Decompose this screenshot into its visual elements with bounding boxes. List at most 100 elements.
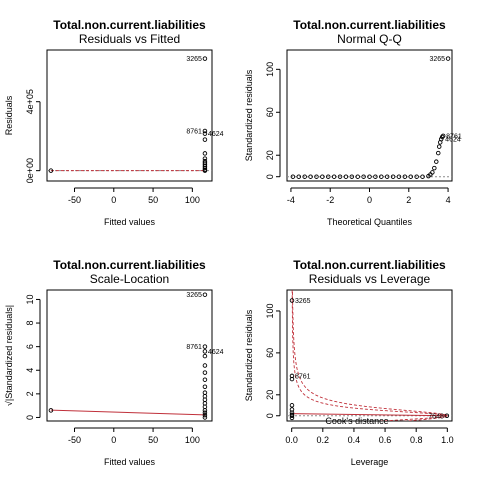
data-point [436, 150, 441, 156]
data-point [202, 393, 208, 399]
point-label: 7648 [428, 413, 444, 420]
x-tick-label: -4 [287, 195, 295, 205]
data-point [302, 174, 307, 179]
data-point [289, 413, 295, 419]
x-axis: -50 0 50 100 [68, 187, 200, 205]
point-label: 4624 [208, 131, 224, 138]
y-axis-label: Standardized residuals [244, 69, 254, 161]
data-point [202, 404, 208, 410]
data-point [289, 403, 295, 408]
smoother-line [291, 413, 448, 417]
chart-subtitle: Normal Q-Q [337, 32, 402, 46]
x-tick-label: -50 [68, 195, 81, 205]
y-axis-label: Standardized residuals [244, 309, 254, 401]
point-label: 3265 [295, 298, 311, 305]
chart-title: Total.non.current.liabilities [293, 18, 446, 32]
point-label: 8761 [186, 129, 202, 136]
data-point [343, 174, 349, 179]
data-point [361, 174, 366, 179]
point-label: 8761 [186, 344, 202, 351]
plot-frame [46, 49, 213, 182]
x-tick-label: 0 [111, 435, 116, 445]
x-axis-label: Leverage [351, 457, 389, 467]
x-tick-label: -50 [68, 435, 81, 445]
data-layer [287, 56, 452, 179]
y-tick-label: 60 [265, 348, 275, 358]
data-point [202, 363, 208, 368]
y-tick-label: 100 [265, 303, 275, 318]
data-point [289, 407, 295, 412]
x-tick-label: 0 [367, 195, 372, 205]
y-axis: 0 2 4 6 8 10 [25, 294, 41, 420]
data-point [202, 377, 208, 382]
y-tick-label: 20 [265, 150, 275, 160]
cooks-distance-contour [292, 290, 448, 416]
y-tick-label: 2 [25, 391, 35, 396]
data-point [430, 170, 435, 175]
data-point [414, 174, 419, 179]
y-tick-label: 4 [25, 368, 35, 373]
cooks-distance-contour [291, 290, 448, 416]
y-axis: 0 20 60 100 [265, 303, 281, 418]
x-tick-label: 50 [148, 435, 158, 445]
data-point [290, 174, 296, 179]
data-point [320, 174, 325, 179]
y-axis-label: Residuals [4, 95, 14, 135]
chart-subtitle: Residuals vs Fitted [79, 32, 180, 46]
point-label: 4624 [445, 137, 461, 144]
point-label: 3265 [429, 56, 445, 63]
data-point [420, 174, 425, 179]
cooks-distance-label: Cook's distance [325, 416, 388, 426]
chart-subtitle: Scale-Location [90, 272, 169, 286]
x-axis-label: Fitted values [104, 457, 156, 467]
cooks-distance-contour [402, 415, 448, 421]
x-tick-label: 0.0 [285, 435, 298, 445]
data-point [202, 397, 208, 403]
data-point [326, 174, 331, 179]
data-point [202, 384, 208, 390]
plot-frame [46, 289, 213, 422]
x-axis-label: Fitted values [104, 217, 156, 227]
chart-title: Total.non.current.liabilities [53, 258, 206, 272]
y-axis: 0e+00 4e+05 [25, 89, 41, 183]
cooks-distance-contour [377, 415, 448, 421]
x-tick-label: 1.0 [441, 435, 454, 445]
plot-frame [286, 49, 453, 182]
point-label: 4624 [208, 349, 224, 356]
data-point [202, 412, 208, 418]
y-tick-label: 0 [25, 415, 35, 420]
data-point [434, 159, 439, 164]
y-tick-label: 4e+05 [25, 89, 35, 114]
data-point [202, 128, 208, 134]
data-point [48, 408, 54, 413]
data-point [202, 349, 208, 354]
plot-frame [286, 289, 453, 422]
data-point [289, 376, 295, 382]
x-axis: -4 -2 0 2 4 [287, 187, 451, 205]
data-point [202, 390, 208, 395]
data-point [202, 370, 208, 375]
y-tick-label: 60 [265, 107, 275, 117]
data-point [445, 56, 451, 61]
x-tick-label: 0.6 [379, 435, 392, 445]
data-point [349, 174, 355, 179]
data-point [355, 174, 360, 179]
data-point [202, 401, 208, 406]
y-tick-label: 10 [25, 294, 35, 304]
data-point [439, 134, 445, 140]
x-tick-label: 0.8 [410, 435, 423, 445]
data-point [367, 174, 372, 179]
data-layer [47, 56, 212, 173]
x-axis-label: Theoretical Quantiles [327, 217, 413, 227]
point-label: 3265 [186, 56, 202, 63]
data-point [436, 144, 442, 149]
y-tick-label: 20 [265, 390, 275, 400]
data-point [408, 174, 414, 179]
data-point [202, 415, 208, 420]
data-point [202, 56, 208, 61]
x-tick-label: 4 [446, 195, 451, 205]
data-point [202, 410, 208, 415]
data-point [373, 174, 378, 179]
scale-location-panel: Total.non.current.liabilitiesScale-Locat… [4, 258, 224, 467]
